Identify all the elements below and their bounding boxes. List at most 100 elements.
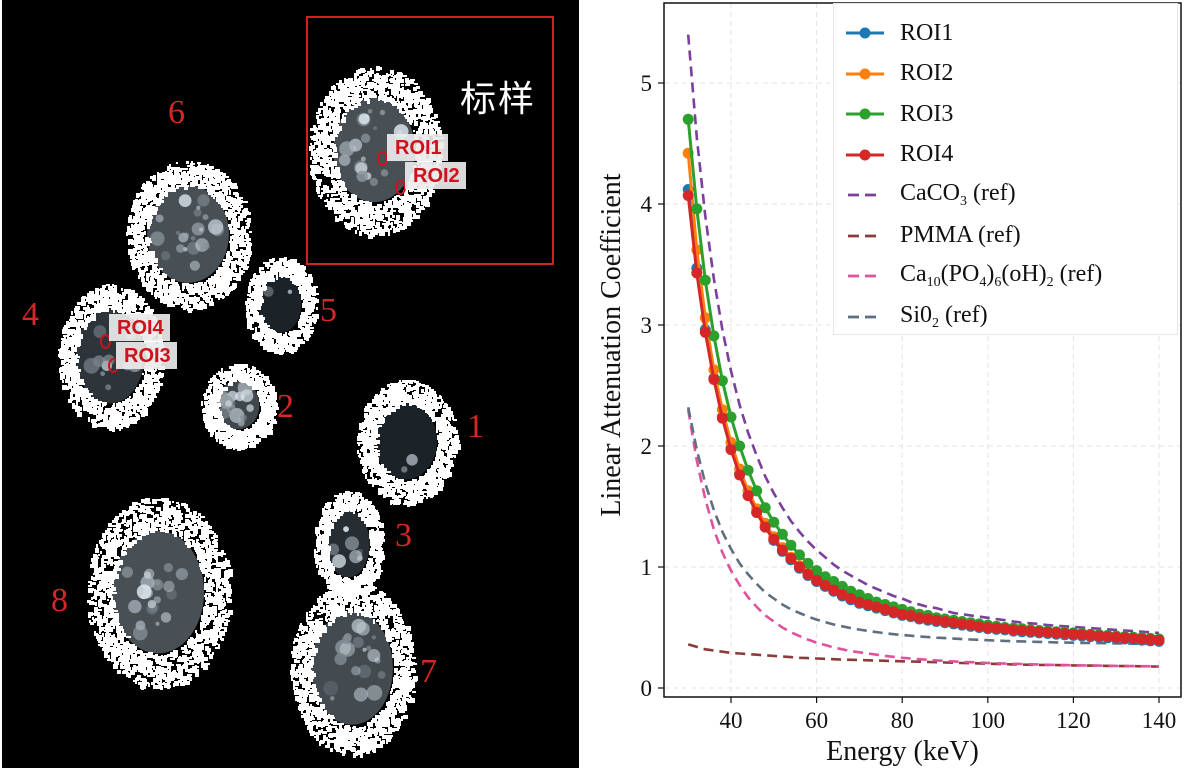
data-point [708,374,720,385]
series-ca10-po4-6-oh-2-ref [686,409,1160,668]
data-point [785,553,797,564]
data-point [682,113,694,125]
data-point [776,544,788,556]
data-point [802,568,814,580]
data-point [999,623,1011,635]
data-point [879,603,891,615]
legend-item: ROI1 [834,15,1177,51]
sample-label-8: 8 [51,582,68,619]
data-point [1016,625,1028,636]
data-point [776,528,788,540]
data-point [965,619,977,631]
series-caco3-ref [686,34,1160,635]
data-point [794,549,805,561]
x-tick-label: 120 [1056,708,1091,733]
x-tick-label: 40 [720,708,743,733]
data-point [751,485,763,497]
data-point [734,469,746,481]
legend-line-marker-icon [846,27,884,39]
data-point [1110,631,1122,643]
data-point [742,490,754,502]
data-point [862,599,874,610]
sample-label-4: 4 [22,296,39,333]
legend-item: PMMA (ref) [834,218,1177,254]
data-point [1008,624,1019,636]
series-line [686,407,1160,646]
data-point [973,620,985,632]
legend-item: Ca10(PO4)6(oH)2 (ref) [834,258,1177,294]
data-point [930,614,942,626]
standard-sample-label: 标样 [460,79,537,120]
series-sio2-ref [686,407,1160,646]
sample-cross-section [201,364,279,451]
data-point [948,617,960,629]
legend-item: ROI4 [834,137,1177,173]
data-point [1042,626,1054,638]
sample-label-6: 6 [168,94,185,131]
roi2-tag: ROI2 [405,162,466,189]
data-point [819,571,831,583]
data-point [836,589,848,601]
data-point [990,622,1002,634]
data-point [734,440,746,452]
sample-label-7: 7 [420,653,437,690]
standard-sample-box [306,16,554,265]
series-layer [682,34,1165,668]
legend-dash-icon [848,274,876,278]
data-point [1144,634,1156,646]
data-point [845,593,857,604]
data-point [905,609,917,621]
roi3-tag: ROI3 [116,342,177,369]
data-point [853,596,865,608]
series-line [687,643,1160,668]
y-tick-label: 1 [641,555,653,580]
legend-dash-icon [848,193,876,197]
data-point [742,464,754,476]
legend-label: Si02 (ref) [900,301,988,331]
data-point [716,375,728,387]
data-point [1153,634,1165,646]
x-tick-label: 80 [891,708,914,733]
data-point [691,203,703,215]
data-point [922,613,934,625]
data-point [1093,630,1105,642]
data-point [888,606,900,618]
y-tick-label: 3 [641,313,653,338]
y-tick-label: 0 [641,676,653,701]
legend-item: ROI3 [834,96,1177,132]
sample-label-2: 2 [277,388,294,425]
ct-image [58,66,461,758]
sample-cross-section [290,583,418,758]
data-point [691,267,703,279]
data-point [913,612,925,624]
data-point [828,584,840,596]
data-point [811,565,823,577]
sample-label-3: 3 [395,517,412,554]
data-point [1033,626,1045,638]
legend: ROI1 ROI2 ROI3 ROI4 CaCO3 (ref) PMMA (ref) Ca1… [833,3,1178,335]
x-axis-title: Energy (keV) [826,736,979,767]
data-point [1085,629,1096,641]
y-axis-title: Linear Attenuation Coefficient [596,173,627,516]
legend-line-marker-icon [846,68,884,79]
data-point [819,579,831,591]
data-point [811,574,823,586]
legend-line-marker-icon [846,149,884,160]
data-point [1067,628,1079,640]
legend-label: ROI4 [900,141,954,167]
data-point [699,326,711,338]
legend-label: Ca10(PO4)6(oH)2 (ref) [900,261,1103,290]
series-pmma-ref [687,643,1160,668]
data-point [1050,627,1062,639]
data-point [716,412,728,424]
data-point [982,622,994,633]
data-point [768,516,780,528]
legend-line-marker-icon [846,108,884,120]
data-point [1136,633,1148,645]
sample-cross-section [126,161,252,313]
data-point [871,601,882,613]
data-point [725,444,737,456]
legend-dash-icon [848,315,876,318]
sample-cross-section [87,498,233,690]
legend-item: ROI2 [834,56,1177,92]
